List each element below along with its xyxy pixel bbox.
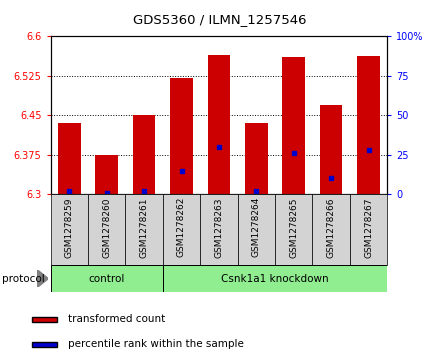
Bar	[357, 56, 380, 194]
Bar	[95, 155, 118, 194]
Text: GSM1278266: GSM1278266	[326, 197, 336, 257]
FancyBboxPatch shape	[238, 194, 275, 265]
Bar	[282, 57, 305, 194]
Text: protocol: protocol	[2, 274, 45, 284]
Text: GSM1278267: GSM1278267	[364, 197, 373, 257]
Bar	[245, 123, 268, 194]
Text: GSM1278263: GSM1278263	[214, 197, 224, 257]
FancyBboxPatch shape	[125, 194, 163, 265]
Bar	[133, 115, 155, 194]
FancyBboxPatch shape	[51, 194, 88, 265]
Text: GSM1278262: GSM1278262	[177, 197, 186, 257]
FancyBboxPatch shape	[312, 194, 350, 265]
Bar	[320, 105, 342, 194]
Text: GSM1278260: GSM1278260	[102, 197, 111, 257]
Text: GSM1278259: GSM1278259	[65, 197, 74, 257]
FancyBboxPatch shape	[275, 194, 312, 265]
Text: GSM1278265: GSM1278265	[289, 197, 298, 257]
FancyBboxPatch shape	[88, 194, 125, 265]
Bar	[58, 123, 81, 194]
FancyBboxPatch shape	[350, 194, 387, 265]
Text: transformed count: transformed count	[68, 314, 165, 324]
Text: GSM1278261: GSM1278261	[139, 197, 149, 257]
FancyBboxPatch shape	[163, 194, 200, 265]
Text: control: control	[88, 274, 125, 284]
Text: Csnk1a1 knockdown: Csnk1a1 knockdown	[221, 274, 329, 284]
Text: percentile rank within the sample: percentile rank within the sample	[68, 339, 244, 349]
Text: GDS5360 / ILMN_1257546: GDS5360 / ILMN_1257546	[133, 13, 307, 26]
FancyBboxPatch shape	[51, 265, 163, 292]
Bar	[208, 55, 230, 194]
FancyBboxPatch shape	[163, 265, 387, 292]
FancyBboxPatch shape	[32, 342, 57, 347]
Bar	[170, 78, 193, 194]
FancyBboxPatch shape	[32, 317, 57, 322]
Text: GSM1278264: GSM1278264	[252, 197, 261, 257]
FancyBboxPatch shape	[200, 194, 238, 265]
Polygon shape	[37, 270, 48, 287]
